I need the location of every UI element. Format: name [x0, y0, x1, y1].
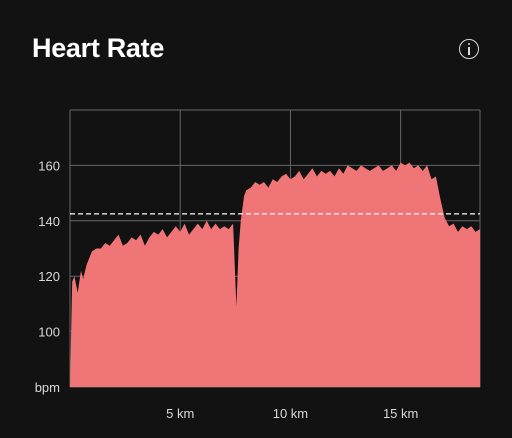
y-tick-label: 160 [38, 158, 60, 173]
heart-rate-area [70, 162, 480, 387]
x-tick-label: 5 km [166, 406, 194, 421]
x-axis-ticks: 5 km 10 km 15 km [166, 406, 418, 421]
page-title: Heart Rate [32, 33, 165, 63]
x-tick-label: 15 km [383, 406, 418, 421]
y-tick-label: 140 [38, 214, 60, 229]
y-tick-label: 100 [38, 325, 60, 340]
y-axis-ticks: bpm 100 120 140 160 [35, 158, 60, 395]
info-icon[interactable] [459, 39, 479, 59]
y-tick-label: 120 [38, 269, 60, 284]
x-tick-label: 10 km [273, 406, 308, 421]
y-tick-label: bpm [35, 380, 60, 395]
